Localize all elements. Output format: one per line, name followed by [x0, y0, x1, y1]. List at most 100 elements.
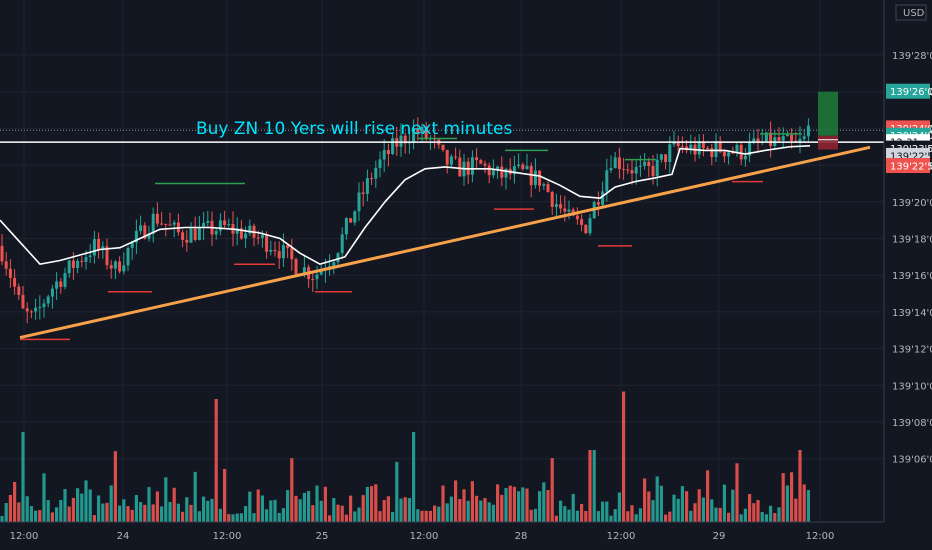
time-axis: 12:00 24 12:00 25 12:00 28 12:00 29 12:00	[0, 521, 884, 542]
trend-line[interactable]	[19, 145, 871, 340]
volume-bar	[168, 502, 172, 522]
volume-bar	[265, 509, 269, 522]
candle-body	[239, 228, 243, 239]
candle-body	[449, 156, 453, 165]
candle-body	[479, 160, 483, 164]
position-box[interactable]	[818, 91, 838, 150]
currency-badge[interactable]	[895, 4, 927, 21]
volume-bar	[458, 499, 462, 522]
volume-bar	[55, 507, 59, 522]
candle-body	[483, 163, 487, 166]
candle-body	[92, 239, 96, 256]
loss-zone[interactable]	[818, 135, 838, 150]
candle-body	[399, 135, 403, 147]
candle-body	[802, 136, 806, 139]
volume-bar	[214, 399, 218, 522]
candle-body	[382, 150, 386, 160]
volume-bar	[769, 505, 773, 522]
volume-bar	[101, 503, 105, 522]
candle-body	[189, 228, 193, 243]
volume-bar	[206, 500, 210, 522]
candle-body	[13, 277, 17, 287]
volume-bar	[605, 501, 609, 522]
volume-bar	[550, 458, 554, 522]
candle-body	[256, 237, 260, 239]
volume-bar	[672, 494, 676, 522]
profit-zone[interactable]	[818, 91, 838, 136]
candle-body	[697, 141, 701, 155]
candle-body	[172, 222, 176, 225]
volume-bar	[109, 485, 113, 522]
candle-body	[655, 159, 659, 177]
volume-bar	[491, 504, 495, 522]
volume-bar	[722, 484, 726, 522]
candle-body	[143, 225, 147, 239]
candle-body	[147, 233, 151, 239]
candle-body	[689, 144, 693, 151]
price-tag-label: 139'22'5	[890, 151, 932, 162]
volume-bar	[504, 488, 508, 522]
candle-body	[756, 138, 760, 142]
candle-body	[613, 157, 617, 169]
candle-body	[559, 204, 563, 209]
volume-bar	[357, 507, 361, 522]
candle-body	[391, 138, 395, 155]
volume-bar	[134, 495, 138, 522]
volume-bar	[475, 495, 479, 522]
candle-body	[218, 220, 222, 231]
volume-bar	[655, 476, 659, 522]
candle-body	[496, 166, 500, 170]
volume-bar	[437, 506, 441, 522]
volume-bar	[785, 485, 789, 522]
volume-bar	[340, 505, 344, 522]
volume-bar	[302, 492, 306, 522]
volume-bar	[727, 512, 731, 522]
x-tick-label: 12:00	[607, 531, 636, 542]
candle-body	[34, 307, 38, 312]
candle-body	[223, 220, 227, 226]
volume-bar	[743, 508, 747, 522]
volume-bar	[38, 510, 42, 522]
volume-bar	[538, 491, 542, 522]
candle-body	[202, 222, 206, 228]
candle-body	[227, 224, 231, 226]
candle-body	[42, 303, 46, 308]
volume-bar	[50, 512, 54, 522]
volume-bar	[143, 504, 147, 522]
volume-bar	[449, 496, 453, 522]
volume-bar	[34, 510, 38, 522]
volume-bar	[63, 489, 67, 522]
volume-bar	[500, 494, 504, 522]
candle-body	[214, 230, 218, 235]
candle-body	[97, 239, 101, 250]
x-tick-label: 28	[515, 531, 528, 542]
volume-bar	[487, 502, 491, 522]
candle-body	[601, 191, 605, 205]
volume-bar	[189, 504, 193, 522]
volume-bar	[210, 498, 214, 522]
volume-bar	[185, 497, 189, 522]
volume-bar	[802, 484, 806, 522]
volume-bar	[46, 500, 50, 522]
candle-body	[521, 164, 525, 170]
volume-bar	[773, 512, 777, 522]
volume-bar	[630, 505, 634, 522]
candle-body	[517, 164, 521, 167]
volume-bar	[269, 500, 273, 522]
candle-body	[353, 211, 357, 223]
candle-body	[676, 141, 680, 147]
volume-bar	[260, 495, 264, 522]
volume-bar	[517, 491, 521, 522]
volume-bar	[277, 512, 281, 522]
volume-bar	[416, 509, 420, 522]
candle-body	[63, 273, 67, 287]
candle-body	[319, 270, 323, 275]
volume-bar	[378, 511, 382, 522]
volume-bar	[181, 511, 185, 522]
candle-body	[617, 157, 621, 169]
candle-body	[584, 224, 588, 234]
volume-bar	[739, 514, 743, 522]
volume-bar	[80, 493, 84, 522]
volume-bar	[638, 508, 642, 522]
